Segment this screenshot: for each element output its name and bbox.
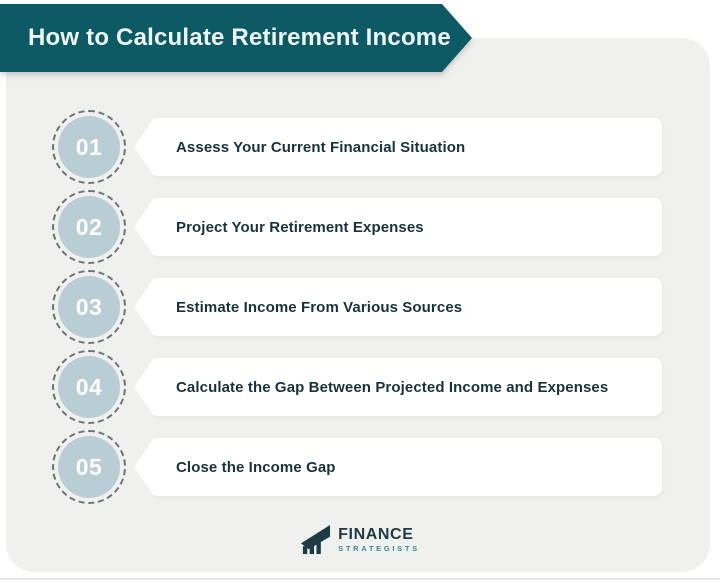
step-label-bar: Project Your Retirement Expenses <box>134 198 662 256</box>
step-label: Project Your Retirement Expenses <box>176 218 424 236</box>
step-number-ring: 05 <box>52 430 126 504</box>
step-row-1: 01 Assess Your Current Financial Situati… <box>52 108 662 186</box>
step-number-ring: 04 <box>52 350 126 424</box>
step-number: 05 <box>75 453 103 480</box>
step-number-ring: 01 <box>52 110 126 184</box>
step-row-5: 05 Close the Income Gap <box>52 428 662 506</box>
header-banner: How to Calculate Retirement Income <box>0 4 472 72</box>
step-number: 01 <box>75 133 103 160</box>
step-number: 02 <box>75 213 103 240</box>
step-number-ring: 02 <box>52 190 126 264</box>
step-label: Assess Your Current Financial Situation <box>176 138 466 156</box>
step-row-2: 02 Project Your Retirement Expenses <box>52 188 662 266</box>
steps-list: 01 Assess Your Current Financial Situati… <box>52 108 662 506</box>
step-label-bar: Estimate Income From Various Sources <box>134 278 662 336</box>
step-label-bar: Assess Your Current Financial Situation <box>134 118 662 176</box>
brand-text: FINANCE STRATEGISTS <box>338 525 420 553</box>
header-banner-shape: How to Calculate Retirement Income <box>0 4 472 72</box>
step-number-circle: 03 <box>58 276 120 338</box>
step-number: 03 <box>75 293 103 320</box>
step-number-ring: 03 <box>52 270 126 344</box>
step-label: Close the Income Gap <box>176 458 336 476</box>
step-label-bar: Calculate the Gap Between Projected Inco… <box>134 358 662 416</box>
bottom-divider <box>0 578 720 580</box>
page-title: How to Calculate Retirement Income <box>28 24 451 51</box>
brand-footer: FINANCE STRATEGISTS <box>0 524 720 555</box>
step-label: Estimate Income From Various Sources <box>176 298 463 316</box>
step-row-4: 04 Calculate the Gap Between Projected I… <box>52 348 662 426</box>
step-row-3: 03 Estimate Income From Various Sources <box>52 268 662 346</box>
step-number-circle: 02 <box>58 196 120 258</box>
brand-subtitle: STRATEGISTS <box>338 543 420 553</box>
brand-name: FINANCE <box>338 525 414 543</box>
step-label: Calculate the Gap Between Projected Inco… <box>176 378 609 396</box>
step-number-circle: 04 <box>58 356 120 418</box>
step-label-bar: Close the Income Gap <box>134 438 662 496</box>
step-number: 04 <box>75 373 103 400</box>
step-number-circle: 01 <box>58 116 120 178</box>
bar-chart-growth-icon <box>301 524 331 555</box>
step-number-circle: 05 <box>58 436 120 498</box>
